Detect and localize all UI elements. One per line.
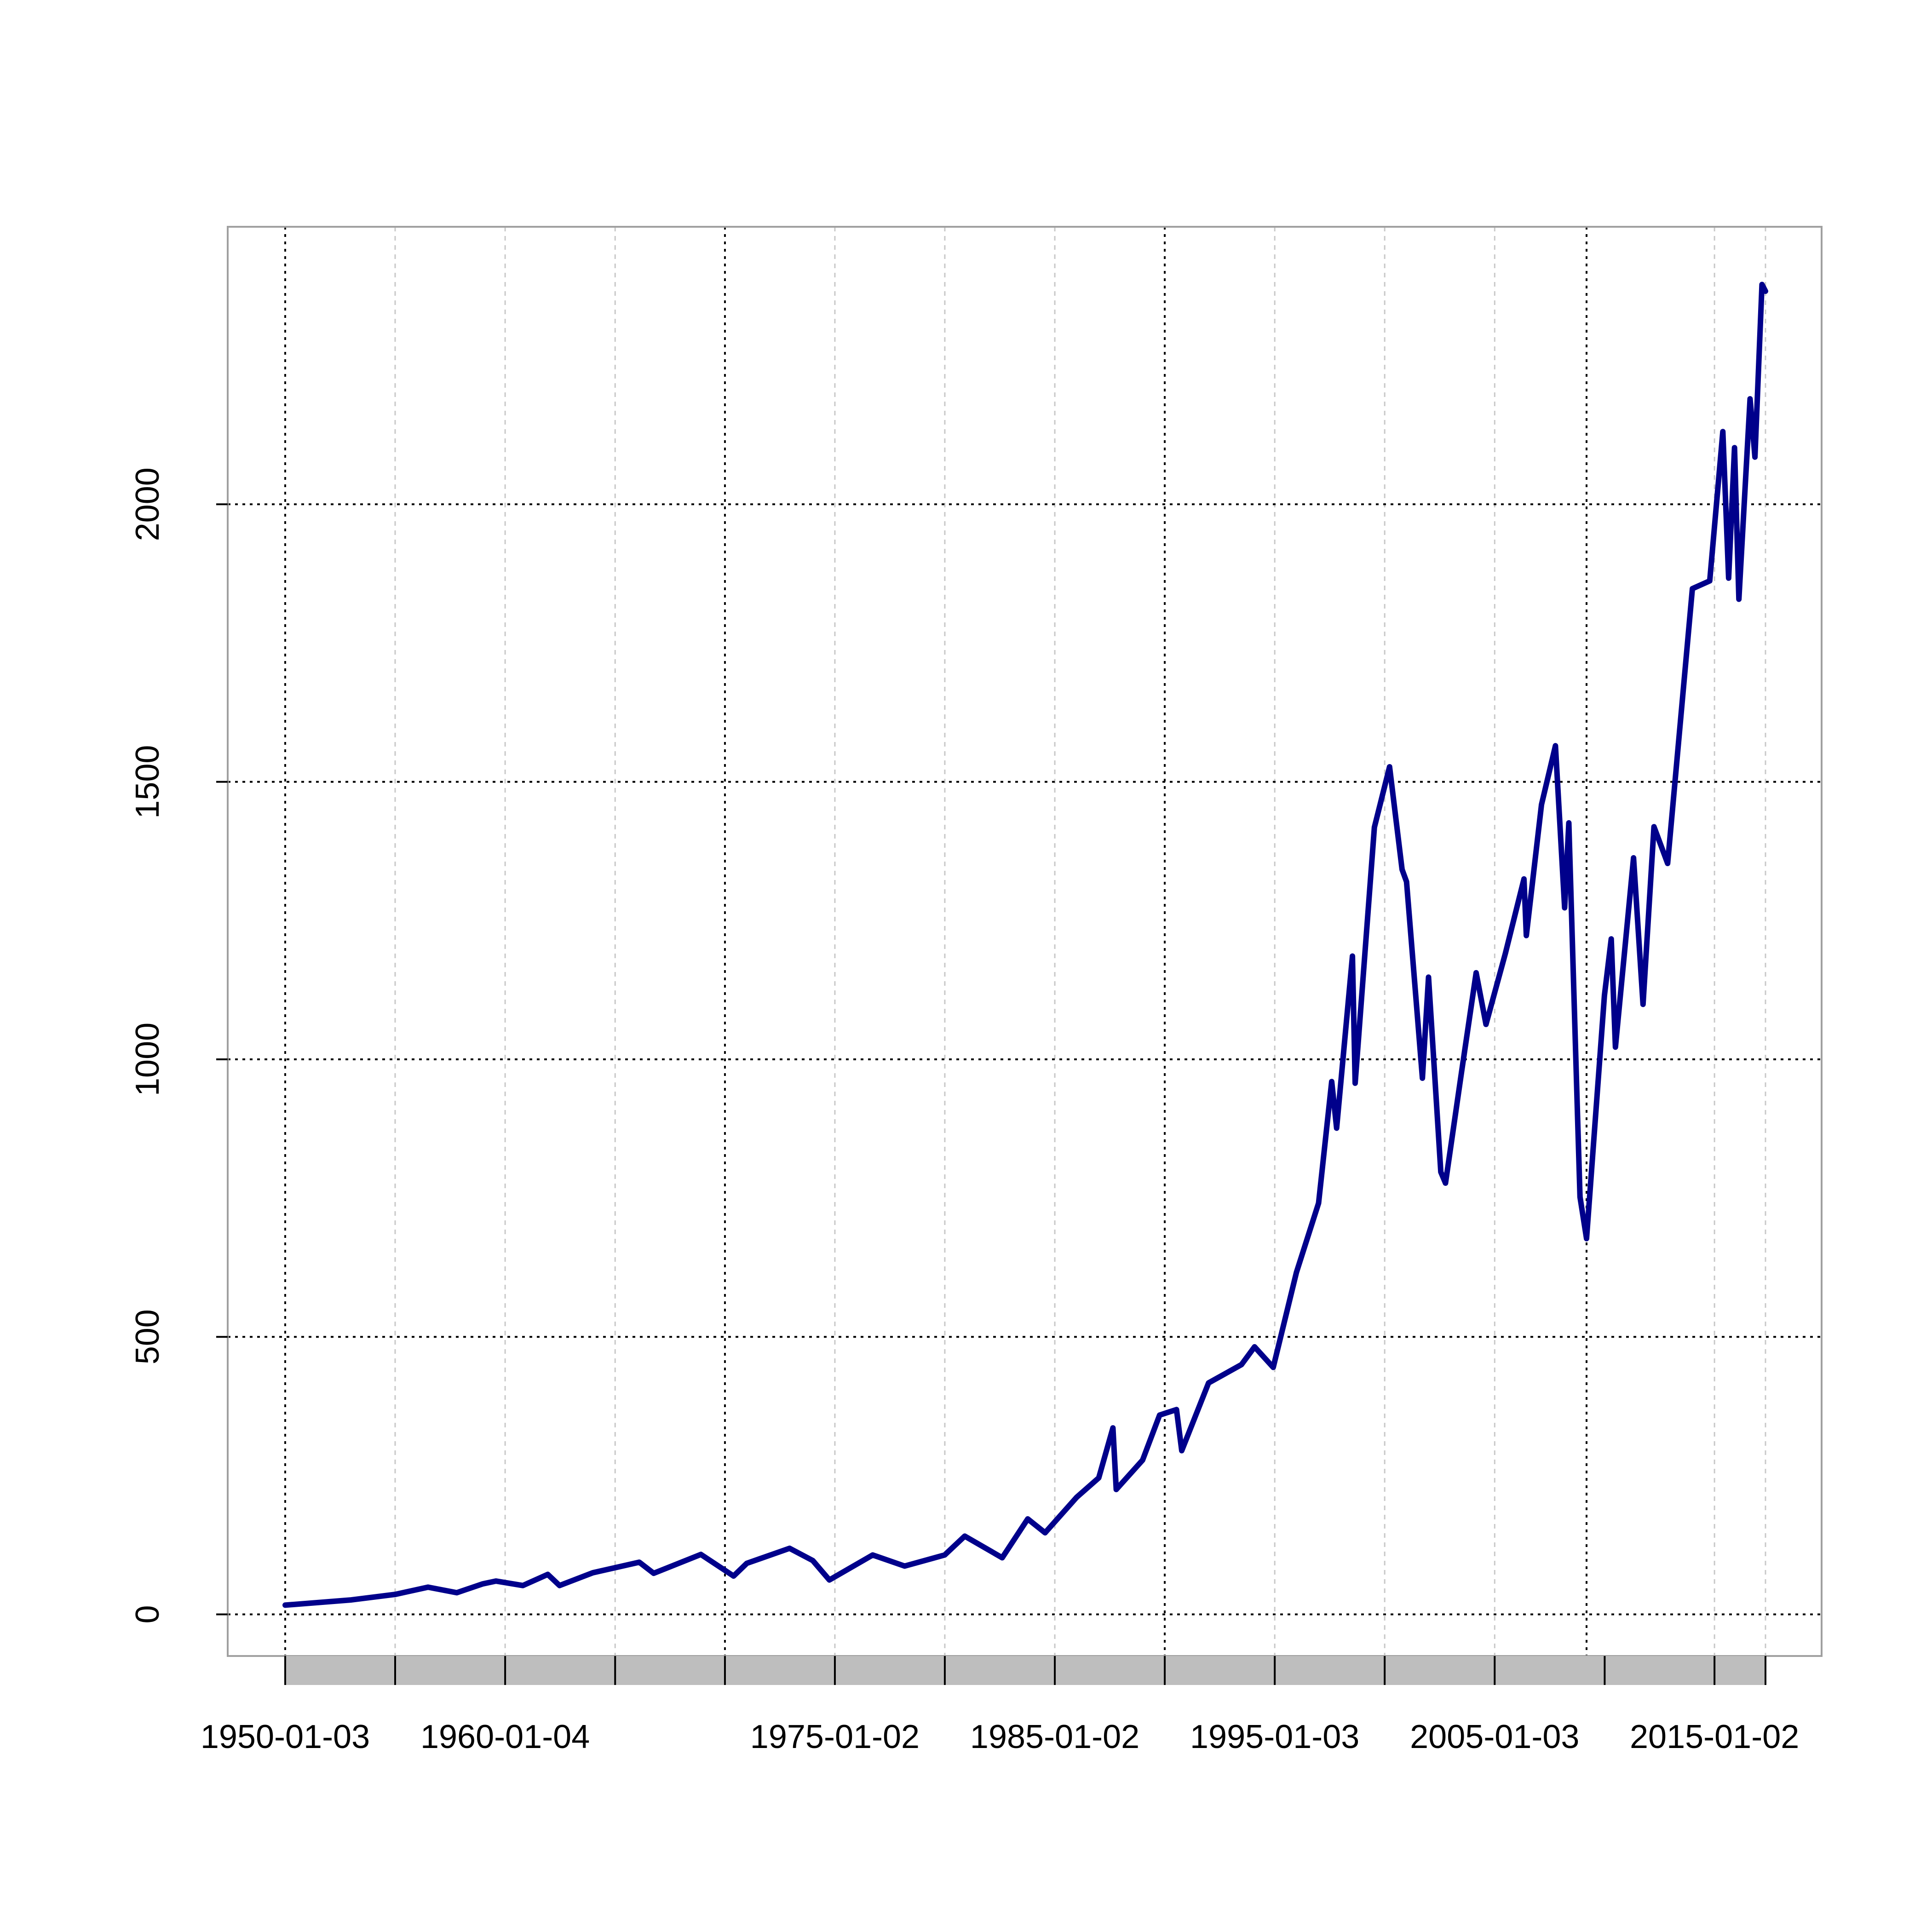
x-tick-label-3: 1985-01-02 [970,1719,1139,1755]
x-tick-labels: 1950-01-03 1960-01-04 1975-01-02 1985-01-02… [201,1719,1799,1755]
y-tick-label-3: 1500 [129,745,166,819]
x-tick-label-0: 1950-01-03 [201,1719,370,1755]
plot-frame [227,226,1823,1657]
grid-lines [228,227,1822,1656]
series-layer [282,282,1768,1608]
x-tick-label-2: 1975-01-02 [750,1719,920,1755]
x-tick-label-5: 2005-01-03 [1410,1719,1579,1755]
time-bar [285,1656,1765,1685]
x-tick-label-1: 1960-01-04 [420,1719,590,1755]
y-tick-label-4: 2000 [129,467,166,541]
y-tick-label-0: 0 [129,1605,166,1623]
series-line-0 [282,282,1768,1608]
y-tick-label-1: 500 [129,1309,166,1364]
y-tick-label-2: 1000 [129,1023,166,1096]
x-ticks [284,1656,1766,1685]
y-ticks [216,503,228,1616]
x-tick-label-6: 2015-01-02 [1630,1719,1799,1755]
x-tick-label-4: 1995-01-03 [1190,1719,1359,1755]
y-tick-labels: 0 500 1000 1500 2000 [129,467,166,1623]
